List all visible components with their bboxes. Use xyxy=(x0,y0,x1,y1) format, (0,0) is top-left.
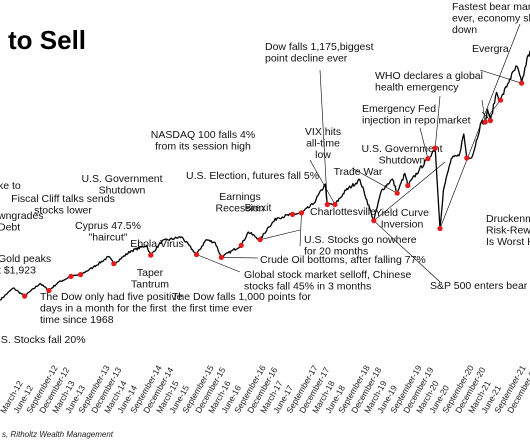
annotation-9: U.S. Election, futures fall 5% xyxy=(186,170,319,182)
event-marker-13 xyxy=(332,201,338,208)
connector-6 xyxy=(351,167,398,194)
connector-5 xyxy=(309,159,336,205)
annotation-29: .S. Stocks fall 20% xyxy=(0,334,86,346)
annotation-0: Fastest bear markeever, economy shutdown xyxy=(452,1,530,36)
event-marker-21 xyxy=(482,119,488,125)
event-marker-12 xyxy=(324,201,330,208)
annotation-16: Yield Curve Inversion xyxy=(375,207,429,231)
annotation-28: S&P 500 enters bear m xyxy=(430,280,530,292)
chart-title: to Sell xyxy=(8,25,86,55)
event-marker-6 xyxy=(193,251,200,258)
event-marker-18 xyxy=(432,145,438,151)
connector-3 xyxy=(434,95,441,149)
source-note: s, Ritholtz Wealth Management xyxy=(2,430,114,439)
event-marker-15 xyxy=(394,190,400,196)
annotation-15: Charlottesville xyxy=(310,206,376,218)
event-marker-8 xyxy=(238,242,244,248)
x-axis-ticks: March-12June-12September-12December-12Ma… xyxy=(0,363,530,415)
annotation-25: Global stock market selloff, Chinese stoc… xyxy=(244,269,411,293)
annotation-26: The Dow only had five positive days in a … xyxy=(40,291,183,326)
annotation-1: Evergra xyxy=(472,43,509,55)
connector-2 xyxy=(319,69,328,205)
event-marker-20 xyxy=(464,155,470,161)
event-marker-3 xyxy=(77,272,84,278)
event-marker-7 xyxy=(218,254,224,260)
annotation-14: Brexit xyxy=(245,202,272,214)
connector-4 xyxy=(419,127,429,159)
event-marker-11 xyxy=(298,210,305,216)
annotation-22: Crude Oil bottoms, after falling 77% xyxy=(260,254,426,266)
event-marker-10 xyxy=(290,211,296,217)
annotation-6: VIX hits all-time low xyxy=(305,126,341,161)
annotation-12: U.S. Government Shutdown xyxy=(81,173,162,197)
annotation-7: U.S. Government Shutdown xyxy=(361,143,442,167)
annotation-3: WHO declares a global health emergency xyxy=(375,70,483,94)
event-marker-9 xyxy=(257,237,263,243)
event-marker-19 xyxy=(437,225,443,232)
event-marker-24 xyxy=(519,80,525,86)
connector-13 xyxy=(196,254,241,273)
event-marker-0 xyxy=(22,293,28,299)
event-marker-23 xyxy=(497,97,504,103)
event-marker-2 xyxy=(68,273,74,279)
event-marker-16 xyxy=(405,182,411,189)
event-marker-14 xyxy=(371,218,377,224)
annotation-17: DruckenmilRisk-RewardIs Worst He xyxy=(486,213,530,248)
event-marker-22 xyxy=(487,118,493,124)
annotation-27: The Dow falls 1,000 points for the first … xyxy=(172,291,311,315)
annotation-group: Fastest bear markeever, economy shutdown… xyxy=(0,1,530,346)
annotation-21: U.S. Stocks go nowhere for 20 months xyxy=(304,234,417,258)
connector-11 xyxy=(299,212,302,247)
connector-14 xyxy=(373,220,441,283)
annotation-2: Dow falls 1,175,biggest point decline eve… xyxy=(265,41,374,65)
connector-1 xyxy=(479,69,522,84)
event-marker-17 xyxy=(425,156,431,162)
annotation-4: Emergency Fed injection in repo market xyxy=(362,103,471,127)
annotation-11: Fiscal Cliff talks sends stocks lower xyxy=(11,193,115,217)
event-marker-1 xyxy=(46,287,52,294)
annotation-23: Gold peaks t $1,923 xyxy=(0,253,51,277)
annotation-8: Trade War xyxy=(334,166,383,178)
connector-15 xyxy=(260,229,301,240)
annotation-18: wngrades Debt xyxy=(0,210,44,234)
annotation-5: NASDAQ 100 falls 4% from its session high xyxy=(151,129,255,153)
connector-7 xyxy=(373,161,446,221)
sp500-line xyxy=(0,50,530,301)
event-marker-4 xyxy=(111,261,117,267)
annotation-24: Taper Tantrum xyxy=(131,267,169,291)
event-markers xyxy=(22,80,525,299)
event-marker-5 xyxy=(148,252,154,258)
annotation-10: ke to xyxy=(0,180,21,192)
connector-12 xyxy=(221,257,259,259)
annotation-19: Cyprus 47.5% "haircut" xyxy=(75,220,141,244)
connector-8 xyxy=(481,99,486,123)
annotation-13: Earnings Recession xyxy=(215,191,264,215)
